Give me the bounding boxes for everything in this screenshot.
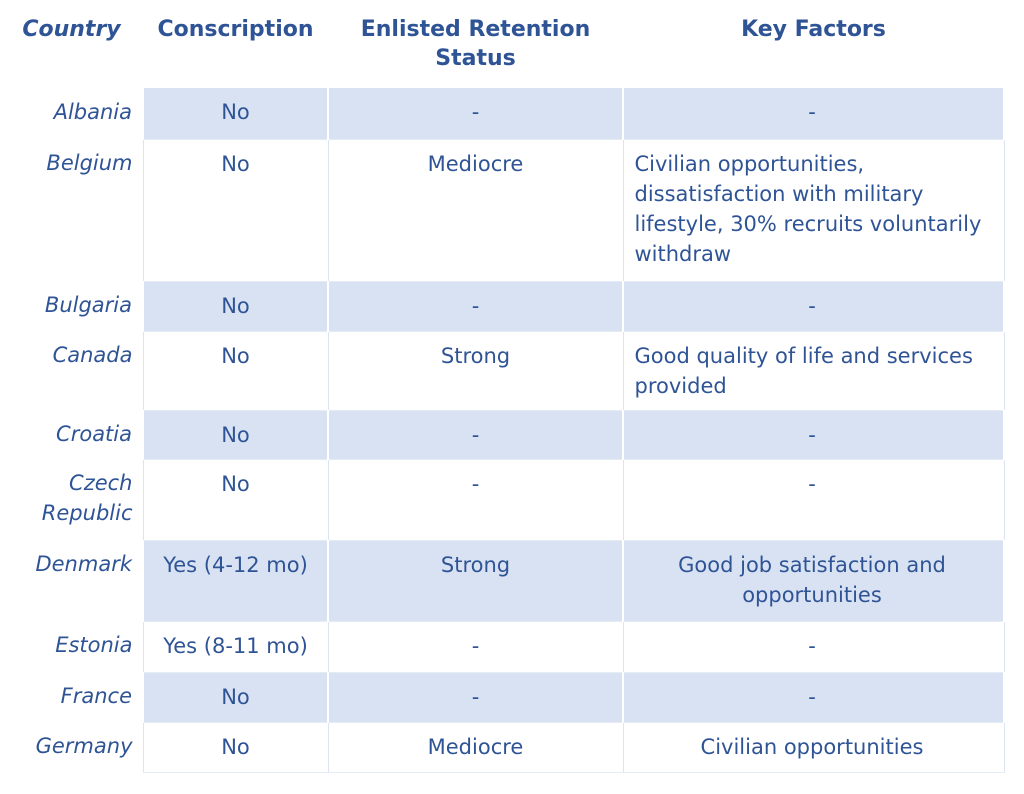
retention-cell: - (327, 410, 624, 459)
country-cell: Albania (0, 88, 143, 139)
table-row-germany: Germany No Mediocre Civilian opportuniti… (0, 721, 1005, 773)
key-factors-cell: - (622, 620, 1005, 673)
retention-cell: Strong (327, 540, 624, 621)
conscription-cell: No (142, 330, 329, 411)
retention-cell: - (327, 672, 624, 722)
retention-cell: - (327, 620, 624, 673)
header-conscription: Conscription (157, 17, 314, 42)
retention-cell: Mediocre (327, 138, 624, 282)
key-factors-cell: Civilian opportunities (622, 721, 1005, 773)
table-row-canada: Canada No Strong Good quality of life an… (0, 330, 1005, 411)
retention-cell: - (327, 88, 624, 139)
table-row-denmark: Denmark Yes (4-12 mo) Strong Good job sa… (0, 540, 1005, 621)
retention-cell: - (327, 458, 624, 541)
key-factors-cell: - (622, 281, 1005, 331)
country-cell: Czech Republic (0, 459, 143, 540)
retention-cell: Mediocre (327, 721, 624, 773)
conscription-cell: No (142, 281, 329, 331)
key-factors-cell: - (622, 672, 1005, 722)
table-row-belgium: Belgium No Mediocre Civilian opportuniti… (0, 138, 1005, 282)
country-cell: Estonia (0, 621, 143, 672)
conscription-cell: No (142, 88, 329, 139)
header-key-factors: Key Factors (741, 17, 886, 42)
country-cell: Canada (0, 331, 143, 410)
table-row-france: France No - - (0, 672, 1005, 722)
key-factors-cell: Civilian opportunities, dissatisfaction … (622, 138, 1005, 282)
conscription-cell: No (142, 721, 329, 773)
conscription-retention-table: Country Conscription Enlisted Retention … (0, 0, 1005, 773)
conscription-cell: No (142, 672, 329, 722)
conscription-cell: No (142, 138, 329, 282)
table-row-estonia: Estonia Yes (8-11 mo) - - (0, 620, 1005, 673)
country-cell: Belgium (0, 139, 143, 281)
country-cell: Denmark (0, 540, 143, 621)
key-factors-cell: Good job satisfaction and opportunities (622, 540, 1005, 621)
table-row-albania: Albania No - - (0, 88, 1005, 139)
header-row: Country Conscription Enlisted Retention … (0, 0, 1004, 88)
header-enlisted-retention-status: Enlisted Retention Status (360, 17, 591, 71)
conscription-cell: No (142, 458, 329, 541)
key-factors-cell: - (622, 88, 1005, 139)
key-factors-cell: Good quality of life and services provid… (622, 330, 1005, 411)
conscription-cell: Yes (4-12 mo) (142, 540, 329, 621)
header-country: Country (22, 17, 121, 42)
key-factors-cell: - (622, 410, 1005, 459)
table-row-croatia: Croatia No - - (0, 410, 1005, 459)
retention-cell: Strong (327, 330, 624, 411)
conscription-cell: No (142, 410, 329, 459)
conscription-cell: Yes (8-11 mo) (142, 620, 329, 673)
key-factors-cell: - (622, 458, 1005, 541)
country-cell: France (0, 672, 143, 722)
country-cell: Croatia (0, 410, 143, 459)
country-cell: Bulgaria (0, 281, 143, 331)
table-row-bulgaria: Bulgaria No - - (0, 281, 1005, 331)
retention-cell: - (327, 281, 624, 331)
table-row-czech-republic: Czech Republic No - - (0, 458, 1005, 541)
country-cell: Germany (0, 722, 143, 772)
